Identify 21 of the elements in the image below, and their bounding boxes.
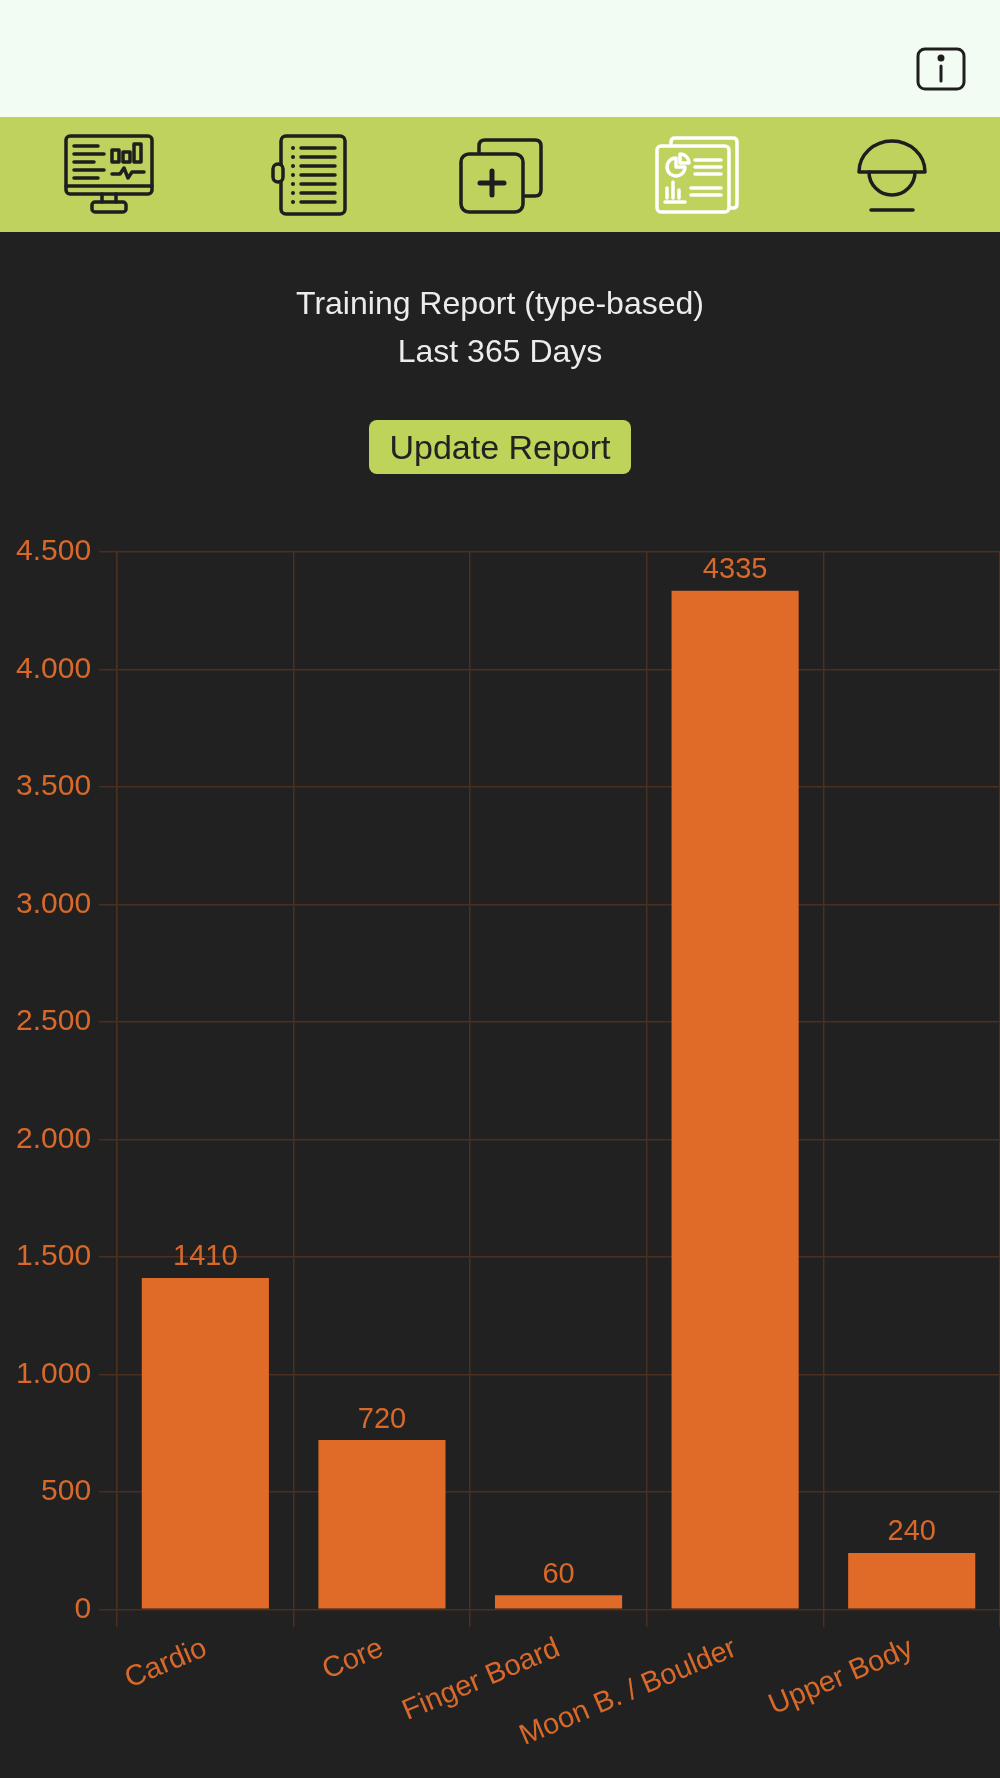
x-tick-label: Cardio: [119, 1630, 211, 1694]
chart-subtitle: Last 365 Days: [396, 332, 604, 371]
y-tick-label: 3.500: [16, 768, 92, 802]
y-tick-label: 4.000: [16, 650, 92, 684]
y-tick-label: 500: [41, 1473, 92, 1507]
y-tick-label: 3.000: [16, 885, 92, 919]
data-label: 60: [542, 1556, 575, 1589]
y-tick-label: 2.500: [16, 1003, 92, 1037]
x-tick-label: Core: [317, 1630, 388, 1685]
y-tick-label: 1.000: [16, 1355, 92, 1389]
data-label: 4335: [702, 552, 768, 585]
y-tick-label: 2.000: [16, 1120, 92, 1154]
chart-title: Training Report (type-based): [295, 284, 705, 323]
data-label: 720: [357, 1401, 407, 1434]
y-tick-label: 0: [74, 1590, 92, 1624]
x-tick-label: Upper Body: [763, 1630, 918, 1721]
data-label: 240: [887, 1514, 936, 1547]
data-label: 1410: [173, 1239, 238, 1272]
y-tick-label: 1.500: [16, 1238, 92, 1272]
update-report-button: Update Report: [369, 420, 631, 474]
y-tick-label: 4.500: [16, 533, 92, 567]
